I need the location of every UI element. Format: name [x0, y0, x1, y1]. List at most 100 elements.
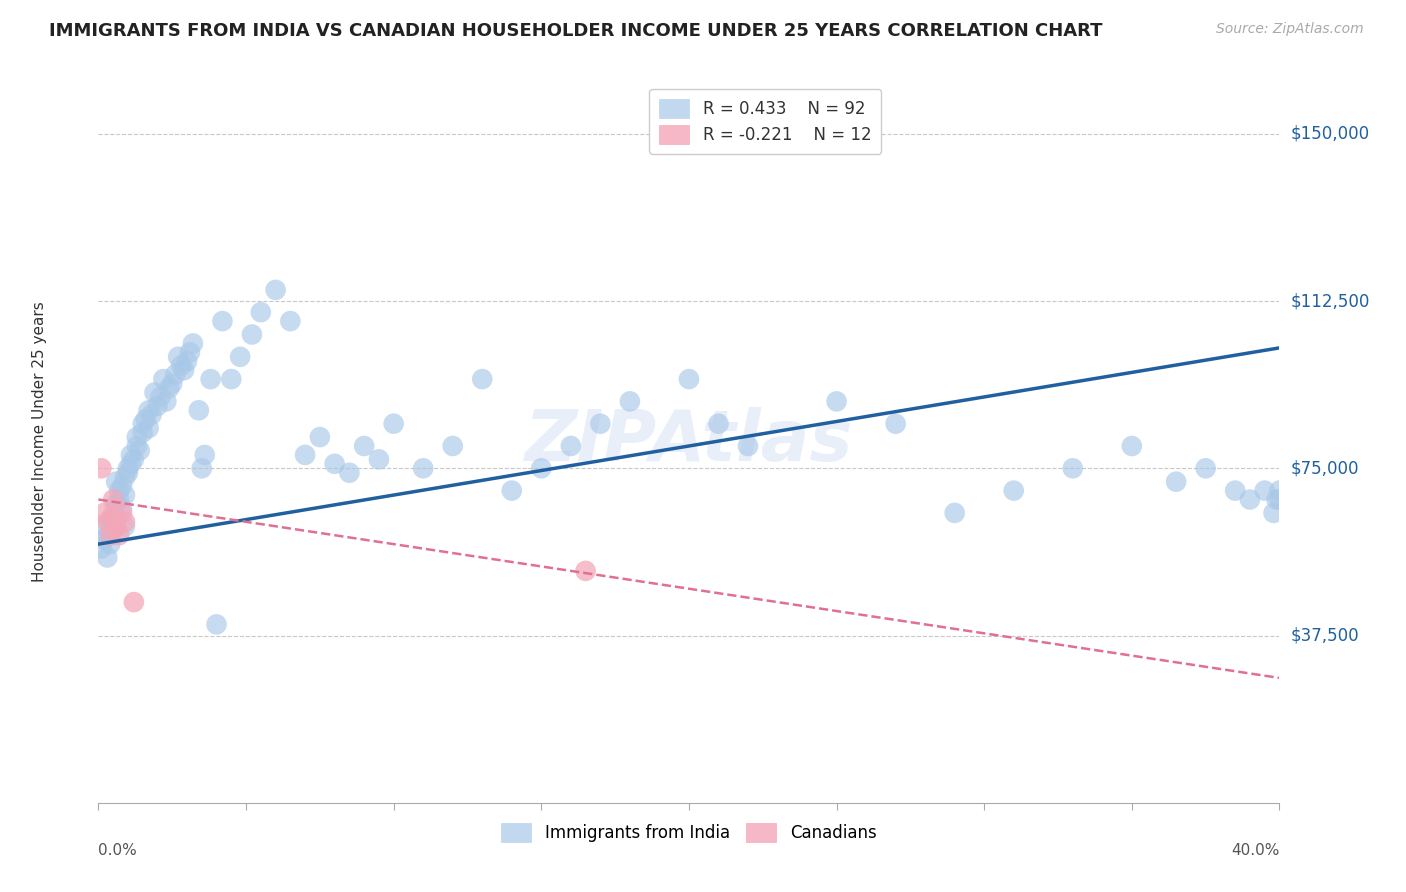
- Point: [152, 372, 174, 386]
- Point: [1062, 461, 1084, 475]
- Point: [737, 439, 759, 453]
- Point: [90, 541, 112, 556]
- Point: [98, 515, 121, 529]
- Point: [146, 399, 169, 413]
- Point: [96, 550, 118, 565]
- Text: $37,500: $37,500: [1291, 626, 1360, 645]
- Point: [128, 443, 150, 458]
- Point: [412, 461, 434, 475]
- Point: [339, 466, 361, 480]
- Point: [1263, 506, 1285, 520]
- Point: [114, 488, 136, 502]
- Point: [173, 363, 195, 377]
- Point: [111, 501, 134, 516]
- Point: [108, 492, 131, 507]
- Text: IMMIGRANTS FROM INDIA VS CANADIAN HOUSEHOLDER INCOME UNDER 25 YEARS CORRELATION : IMMIGRANTS FROM INDIA VS CANADIAN HOUSEH…: [49, 22, 1102, 40]
- Point: [205, 617, 228, 632]
- Point: [191, 461, 214, 475]
- Point: [111, 479, 134, 493]
- Point: [323, 457, 346, 471]
- Point: [149, 390, 172, 404]
- Point: [114, 515, 136, 529]
- Point: [368, 452, 391, 467]
- Point: [382, 417, 405, 431]
- Text: 40.0%: 40.0%: [1232, 843, 1279, 857]
- Point: [90, 461, 112, 475]
- Point: [105, 519, 128, 533]
- Point: [1268, 483, 1291, 498]
- Point: [96, 515, 118, 529]
- Point: [105, 497, 128, 511]
- Point: [678, 372, 700, 386]
- Point: [211, 314, 233, 328]
- Point: [105, 510, 128, 524]
- Point: [240, 327, 263, 342]
- Point: [143, 385, 166, 400]
- Point: [98, 537, 121, 551]
- Point: [103, 492, 125, 507]
- Point: [589, 417, 612, 431]
- Point: [93, 533, 115, 547]
- Point: [501, 483, 523, 498]
- Point: [135, 412, 157, 426]
- Point: [132, 417, 155, 431]
- Point: [103, 506, 125, 520]
- Point: [122, 595, 145, 609]
- Point: [111, 506, 134, 520]
- Point: [181, 336, 204, 351]
- Point: [108, 483, 131, 498]
- Text: 0.0%: 0.0%: [98, 843, 138, 857]
- Point: [187, 403, 209, 417]
- Point: [114, 470, 136, 484]
- Point: [125, 430, 148, 444]
- Point: [179, 345, 201, 359]
- Point: [575, 564, 598, 578]
- Point: [120, 457, 142, 471]
- Point: [96, 528, 118, 542]
- Text: Householder Income Under 25 years: Householder Income Under 25 years: [32, 301, 46, 582]
- Point: [108, 528, 131, 542]
- Text: Source: ZipAtlas.com: Source: ZipAtlas.com: [1216, 22, 1364, 37]
- Text: $150,000: $150,000: [1291, 125, 1369, 143]
- Point: [294, 448, 316, 462]
- Point: [264, 283, 287, 297]
- Point: [105, 475, 128, 489]
- Point: [194, 448, 217, 462]
- Point: [167, 350, 190, 364]
- Point: [1268, 492, 1291, 507]
- Point: [176, 354, 198, 368]
- Point: [229, 350, 252, 364]
- Text: $75,000: $75,000: [1291, 459, 1360, 477]
- Point: [162, 376, 183, 391]
- Point: [103, 510, 125, 524]
- Point: [141, 408, 163, 422]
- Point: [125, 439, 148, 453]
- Point: [250, 305, 273, 319]
- Point: [120, 448, 142, 462]
- Point: [138, 403, 160, 417]
- Point: [155, 394, 177, 409]
- Point: [280, 314, 302, 328]
- Point: [353, 439, 375, 453]
- Point: [1265, 492, 1288, 507]
- Point: [1166, 475, 1188, 489]
- Point: [117, 461, 139, 475]
- Point: [471, 372, 494, 386]
- Point: [1002, 483, 1025, 498]
- Legend: Immigrants from India, Canadians: Immigrants from India, Canadians: [491, 813, 887, 852]
- Point: [117, 466, 139, 480]
- Point: [943, 506, 966, 520]
- Point: [132, 425, 155, 440]
- Point: [170, 359, 193, 373]
- Point: [619, 394, 641, 409]
- Point: [707, 417, 730, 431]
- Text: $112,500: $112,500: [1291, 292, 1369, 310]
- Point: [138, 421, 160, 435]
- Point: [165, 368, 187, 382]
- Point: [93, 519, 115, 533]
- Point: [1254, 483, 1277, 498]
- Point: [221, 372, 243, 386]
- Point: [884, 417, 907, 431]
- Point: [1239, 492, 1261, 507]
- Point: [98, 528, 121, 542]
